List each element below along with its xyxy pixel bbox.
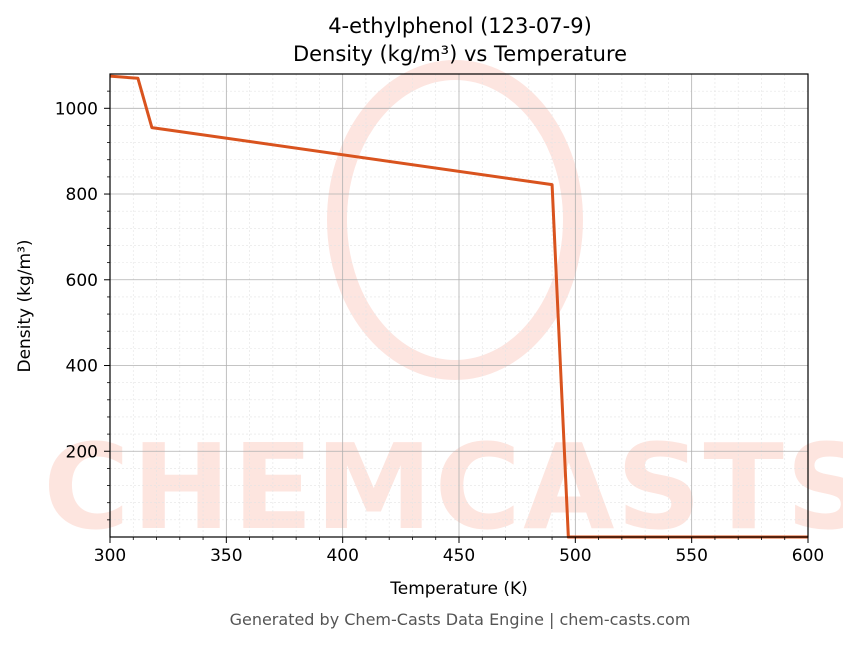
y-tick-label: 200: [66, 442, 98, 462]
x-axis-label: Temperature (K): [389, 579, 528, 599]
y-axis-label: Density (kg/m³): [15, 239, 35, 372]
chart-subtitle: Density (kg/m³) vs Temperature: [293, 42, 627, 66]
x-tick-label: 600: [792, 546, 824, 566]
watermark-text: CHEMCASTS: [43, 418, 843, 556]
y-tick-label: 600: [66, 271, 98, 291]
y-tick-label: 400: [66, 357, 98, 377]
x-axis-ticks: 300 350 400 450 500 550 600: [94, 537, 824, 566]
chemcasts-watermark-logo: CHEMCASTS: [43, 60, 843, 556]
y-tick-label: 1000: [55, 99, 98, 119]
y-tick-label: 800: [66, 185, 98, 205]
x-tick-label: 300: [94, 546, 126, 566]
x-tick-label: 550: [675, 546, 707, 566]
y-axis-ticks: 200 400 600 800 1000: [55, 90, 110, 521]
watermark-swirl: [327, 60, 583, 380]
chart-title: 4-ethylphenol (123-07-9): [328, 14, 592, 38]
x-tick-label: 350: [210, 546, 242, 566]
x-tick-label: 400: [326, 546, 358, 566]
x-tick-label: 450: [443, 546, 475, 566]
x-tick-label: 500: [559, 546, 591, 566]
footer-credit: Generated by Chem-Casts Data Engine | ch…: [230, 610, 691, 629]
